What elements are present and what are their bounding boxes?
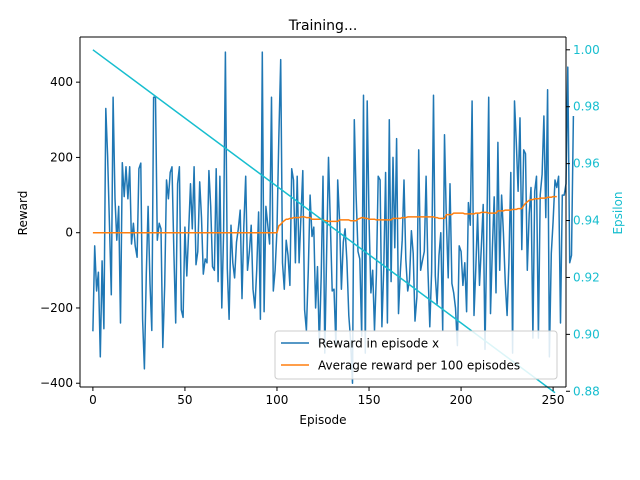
y-axis-left: −400 −200 0 200 400 [40, 75, 80, 390]
y2-tick-label: 1.00 [573, 43, 600, 57]
series-line-reward-in-episode-x [92, 51, 575, 384]
y-tick-label: −200 [40, 301, 73, 315]
y2-tick-label: 0.92 [573, 270, 600, 284]
x-tick-label: 100 [266, 393, 289, 407]
x-tick-label: 150 [358, 393, 381, 407]
legend: Reward in episode x Average reward per 1… [274, 330, 558, 380]
y-tick-label: 200 [50, 150, 73, 164]
y-tick-label: −400 [40, 376, 73, 390]
y-tick-label: 0 [65, 226, 73, 240]
legend-entry-reward: Reward in episode x [318, 337, 439, 351]
y2-tick-label: 0.88 [573, 384, 600, 398]
y2-tick-label: 0.90 [573, 327, 600, 341]
legend-box [274, 330, 558, 380]
y-axis-label: Reward [16, 191, 30, 236]
x-tick-label: 200 [450, 393, 473, 407]
x-axis-label: Episode [299, 413, 346, 427]
y-tick-label: 400 [50, 75, 73, 89]
plot-area [79, 36, 575, 394]
y2-tick-label: 0.98 [573, 100, 600, 114]
series-line-average-reward-per-100-episodes [92, 195, 557, 234]
x-axis: 0 50 100 150 200 250 [89, 387, 565, 407]
legend-entry-average: Average reward per 100 episodes [318, 359, 520, 373]
y2-tick-label: 0.94 [573, 214, 600, 228]
x-tick-label: 250 [542, 393, 565, 407]
y2-axis-label: Epsilon [611, 191, 625, 234]
y2-tick-label: 0.96 [573, 157, 600, 171]
x-tick-label: 0 [89, 393, 97, 407]
x-tick-label: 50 [177, 393, 192, 407]
chart-title: Training... [288, 18, 358, 34]
y-axis-right: 0.88 0.90 0.92 0.94 0.96 0.98 1.00 [566, 43, 600, 398]
